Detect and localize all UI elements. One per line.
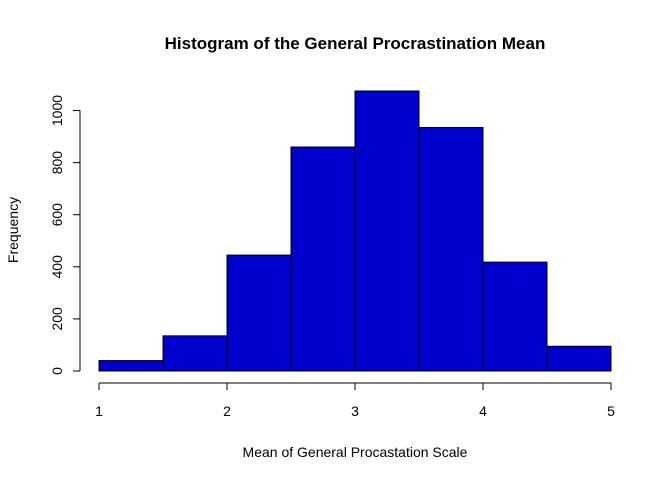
y-tick-label: 400 bbox=[49, 255, 65, 279]
y-axis-label: Frequency bbox=[5, 197, 21, 263]
histogram-bar bbox=[98, 360, 164, 372]
x-axis-label: Mean of General Procastation Scale bbox=[243, 444, 468, 460]
bars-group bbox=[98, 90, 612, 372]
y-tick-label: 1000 bbox=[49, 95, 65, 126]
histogram-bar bbox=[226, 254, 292, 372]
x-axis: 1 2 3 4 5 bbox=[95, 382, 615, 419]
y-tick-label: 0 bbox=[49, 367, 65, 375]
histogram-bar bbox=[354, 90, 420, 372]
x-tick-label: 4 bbox=[479, 403, 487, 419]
x-tick-label: 1 bbox=[95, 403, 103, 419]
y-tick-label: 800 bbox=[49, 151, 65, 175]
histogram-bar bbox=[546, 345, 612, 372]
x-tick-label: 2 bbox=[223, 403, 231, 419]
histogram-bar bbox=[290, 146, 356, 372]
x-tick-label: 3 bbox=[351, 403, 359, 419]
histogram-bar bbox=[482, 261, 548, 372]
y-axis: 0 200 400 600 800 1000 bbox=[49, 95, 81, 375]
chart-title: Histogram of the General Procrastination… bbox=[165, 34, 546, 53]
x-tick-label: 5 bbox=[607, 403, 615, 419]
histogram-bar bbox=[162, 335, 228, 372]
histogram-bar bbox=[418, 126, 484, 372]
y-tick-label: 600 bbox=[49, 203, 65, 227]
y-tick-label: 200 bbox=[49, 307, 65, 331]
